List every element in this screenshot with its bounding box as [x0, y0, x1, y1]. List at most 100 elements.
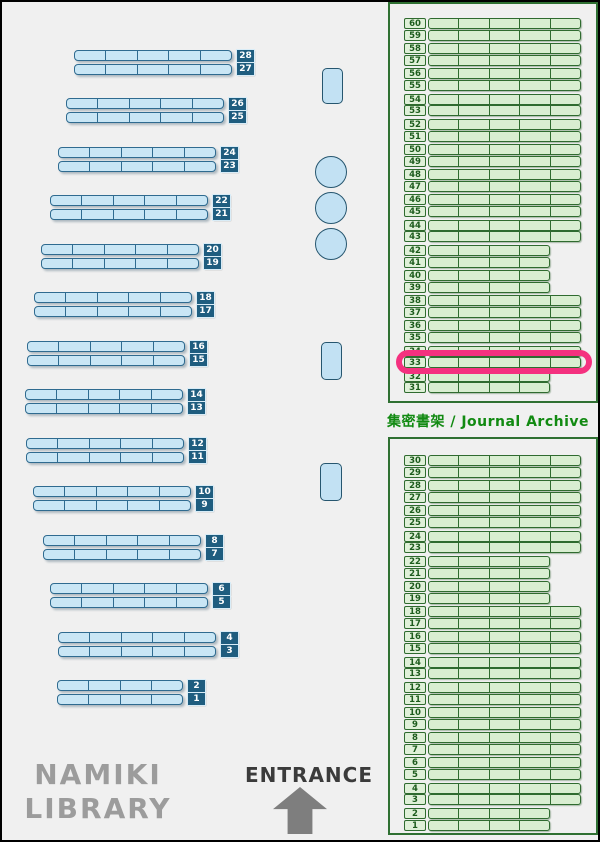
bookshelf-10-label: 10 [195, 484, 214, 499]
archive-shelf-13 [428, 668, 581, 679]
shelf-segment [488, 81, 519, 90]
shelf-segment [488, 481, 519, 490]
shelf-segment [488, 809, 519, 818]
shelf-segment [519, 333, 549, 342]
shelf-segment [488, 745, 519, 754]
shelf-segment [429, 809, 458, 818]
shelf-segment [35, 293, 65, 302]
shelf-segment [519, 695, 549, 704]
shelf-segment [458, 170, 488, 179]
shelf-segment [488, 720, 519, 729]
shelf-segment [81, 597, 112, 607]
bookshelf-19-label: 19 [203, 256, 222, 270]
shelf-segment [44, 536, 74, 545]
shelf-segment [458, 372, 488, 381]
bookshelf-6-label: 6 [212, 581, 231, 596]
shelf-segment [34, 487, 64, 496]
shelf-segment [183, 161, 215, 171]
shelf-segment [458, 232, 488, 241]
archive-shelf-15 [428, 643, 581, 654]
shelf-segment [120, 148, 152, 157]
shelf-segment [429, 821, 458, 830]
shelf-segment [458, 518, 488, 527]
shelf-segment [150, 681, 182, 690]
bookshelf-9 [33, 499, 191, 511]
shelf-segment [429, 644, 458, 653]
shelf-segment [488, 283, 519, 292]
shelf-segment [72, 258, 103, 268]
archive-shelf-12-label: 12 [404, 682, 426, 693]
shelf-segment [488, 733, 519, 742]
shelf-segment [64, 500, 95, 510]
archive-shelf-28 [428, 480, 581, 491]
bookshelf-14 [25, 389, 183, 400]
archive-shelf-48-label: 48 [404, 169, 426, 180]
shelf-segment [549, 170, 580, 179]
shelf-segment [44, 550, 74, 559]
shelf-segment [549, 619, 580, 628]
shelf-segment [458, 221, 488, 230]
shelf-segment [429, 632, 458, 641]
shelf-segment [429, 132, 458, 141]
archive-shelf-41 [428, 257, 550, 268]
archive-shelf-44-label: 44 [404, 220, 426, 231]
archive-shelf-16-label: 16 [404, 631, 426, 642]
shelf-segment [458, 506, 488, 515]
round-table [315, 192, 347, 224]
shelf-segment [458, 809, 488, 818]
archive-shelf-19 [428, 593, 550, 604]
journal-archive-upper-panel [388, 2, 598, 403]
shelf-segment [549, 758, 580, 767]
shelf-segment [488, 658, 519, 667]
shelf-segment [549, 632, 580, 641]
shelf-segment [458, 658, 488, 667]
shelf-segment [549, 221, 580, 230]
archive-shelf-52-label: 52 [404, 119, 426, 130]
archive-shelf-17 [428, 618, 581, 629]
shelf-segment [519, 683, 549, 692]
pillar [322, 68, 343, 104]
shelf-segment [549, 543, 580, 552]
shelf-segment [112, 196, 144, 205]
shelf-segment [549, 44, 580, 53]
archive-shelf-27 [428, 492, 581, 503]
archive-shelf-22 [428, 556, 550, 567]
shelf-segment [429, 44, 458, 53]
bookshelf-5 [50, 596, 208, 608]
archive-shelf-4-label: 4 [404, 783, 426, 794]
bookshelf-16 [27, 341, 185, 352]
shelf-segment [74, 536, 105, 545]
bookshelf-7-label: 7 [205, 547, 224, 561]
archive-shelf-59-label: 59 [404, 30, 426, 41]
shelf-segment [429, 658, 458, 667]
archive-shelf-60-label: 60 [404, 18, 426, 29]
bookshelf-6 [50, 583, 208, 594]
shelf-segment [549, 321, 580, 330]
shelf-segment [519, 157, 549, 166]
shelf-segment [168, 64, 199, 74]
shelf-segment [488, 106, 519, 115]
shelf-segment [488, 619, 519, 628]
bookshelf-16-label: 16 [189, 339, 208, 354]
shelf-segment [458, 493, 488, 502]
archive-shelf-55-label: 55 [404, 80, 426, 91]
shelf-segment [519, 720, 549, 729]
shelf-segment [81, 209, 112, 219]
shelf-segment [42, 245, 72, 254]
archive-shelf-58-label: 58 [404, 43, 426, 54]
archive-shelf-56-label: 56 [404, 68, 426, 79]
bookshelf-11-label: 11 [188, 450, 207, 464]
shelf-segment [549, 120, 580, 129]
archive-shelf-24-label: 24 [404, 531, 426, 542]
shelf-segment [518, 582, 549, 591]
shelf-segment [175, 597, 207, 607]
shelf-segment [120, 452, 151, 462]
shelf-segment [549, 795, 580, 804]
shelf-segment [191, 112, 223, 122]
archive-shelf-55 [428, 80, 581, 91]
archive-shelf-37-label: 37 [404, 307, 426, 318]
shelf-segment [199, 51, 231, 60]
shelf-segment [549, 506, 580, 515]
shelf-segment [58, 695, 88, 704]
shelf-segment [488, 246, 519, 255]
